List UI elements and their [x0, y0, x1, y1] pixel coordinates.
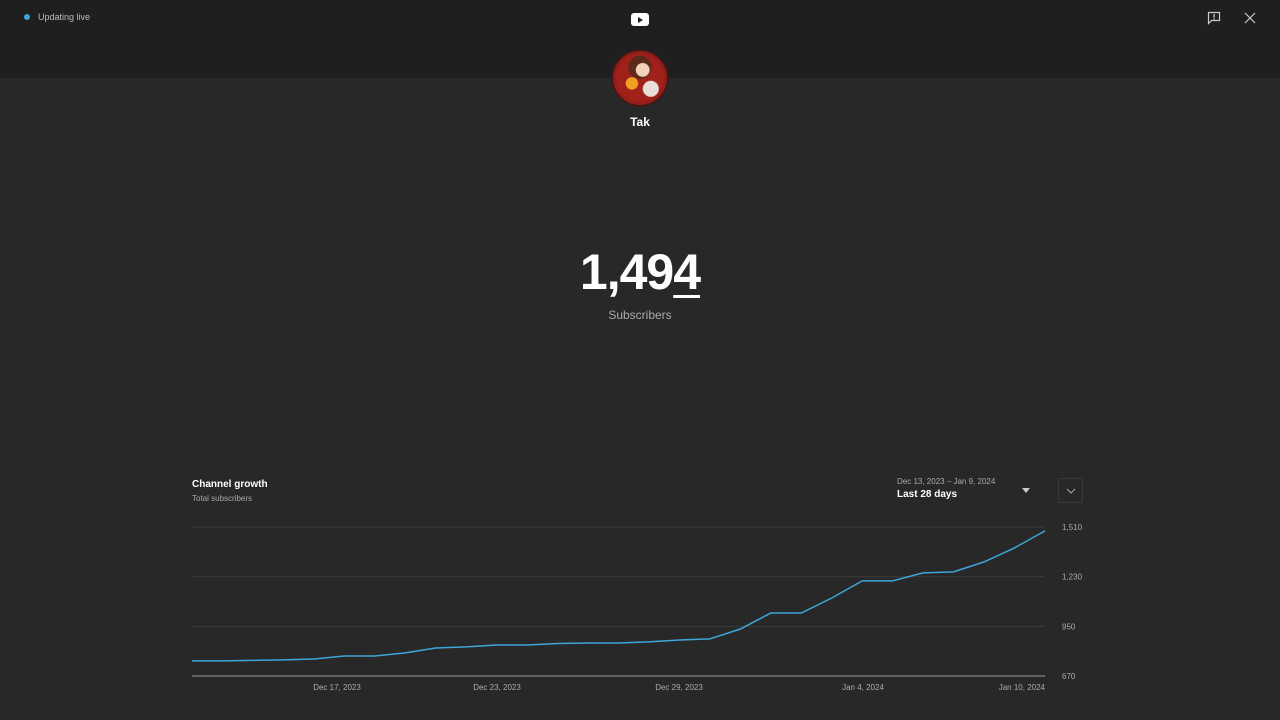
subscriber-count-main: 1,49: [579, 244, 674, 300]
feedback-button[interactable]: [1206, 10, 1222, 26]
x-tick-label: Jan 4, 2024: [842, 683, 884, 692]
channel-name: Tak: [630, 115, 650, 129]
x-tick-label: Jan 10, 2024: [999, 683, 1046, 692]
subscriber-count: 1,494: [0, 242, 1280, 302]
youtube-logo-icon: [631, 13, 649, 26]
chart-title: Channel growth: [192, 479, 268, 490]
y-tick-label: 1,510: [1062, 523, 1083, 532]
y-tick-label: 1,230: [1062, 573, 1083, 582]
chart-subtitle: Total subscribers: [192, 494, 253, 503]
date-range-label: Last 28 days: [897, 489, 958, 500]
x-tick-label: Dec 29, 2023: [655, 683, 703, 692]
expand-chart-button[interactable]: [1058, 478, 1083, 503]
close-button[interactable]: [1242, 10, 1258, 26]
chevron-down-icon: [1066, 488, 1075, 494]
live-dot-icon: [24, 14, 30, 20]
close-icon: [1244, 12, 1256, 24]
x-tick-label: Dec 17, 2023: [313, 683, 361, 692]
live-status-text: Updating live: [38, 12, 91, 22]
subscriber-line: [192, 530, 1046, 662]
y-tick-label: 670: [1062, 672, 1076, 681]
y-tick-label: 950: [1062, 622, 1076, 631]
live-status: Updating live: [24, 12, 90, 22]
date-range-dropdown[interactable]: Dec 13, 2023 – Jan 9, 2024 Last 28 days: [897, 477, 1037, 505]
x-tick-label: Dec 23, 2023: [473, 683, 521, 692]
channel-avatar[interactable]: [611, 49, 669, 107]
feedback-icon: [1207, 11, 1221, 25]
date-range-dates: Dec 13, 2023 – Jan 9, 2024: [897, 477, 996, 486]
subscriber-count-last-digit: 4: [673, 244, 701, 300]
subscriber-count-label: Subscribers: [608, 308, 672, 322]
dropdown-caret-icon: [1022, 488, 1030, 493]
